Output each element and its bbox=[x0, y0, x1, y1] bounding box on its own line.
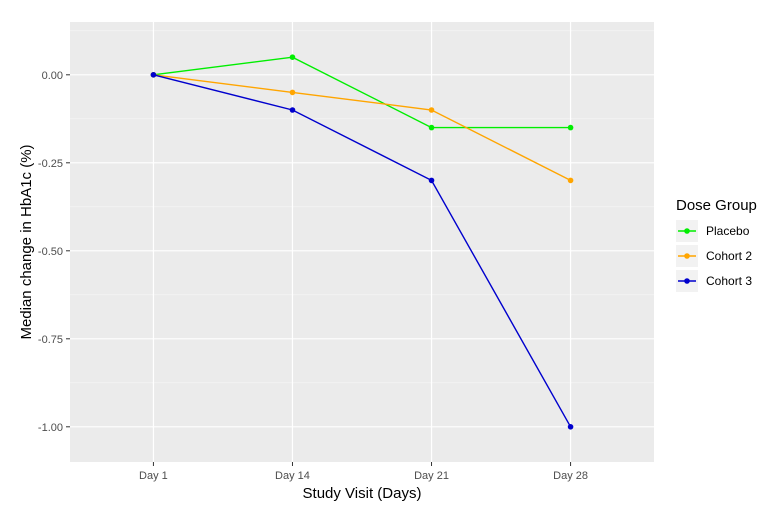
x-tick-label: Day 21 bbox=[414, 470, 449, 482]
y-tick-label: -1.00 bbox=[38, 422, 63, 434]
plot-panel bbox=[70, 22, 654, 462]
grid-major bbox=[70, 22, 654, 462]
legend: Dose Group Placebo Cohort 2 Cohort 3 bbox=[676, 197, 757, 292]
x-axis-title: Study Visit (Days) bbox=[303, 485, 422, 502]
legend-key-point-cohort-3 bbox=[684, 278, 690, 284]
data-point-placebo bbox=[289, 54, 296, 60]
series-line-cohort-2 bbox=[153, 74, 571, 182]
y-axis-title: Median change in HbA1c (%) bbox=[18, 144, 35, 339]
x-tick-label: Day 1 bbox=[139, 470, 168, 482]
data-point-cohort-2 bbox=[428, 107, 435, 113]
y-tick-label: 0.00 bbox=[42, 70, 63, 82]
x-tick-label: Day 14 bbox=[275, 470, 310, 482]
data-point-cohort-3 bbox=[289, 107, 296, 113]
data-point-cohort-2 bbox=[567, 177, 574, 184]
data-point-placebo bbox=[567, 124, 574, 131]
data-point-cohort-3 bbox=[428, 177, 435, 184]
x-axis-ticks: Day 1 Day 14 Day 21 Day 28 bbox=[139, 462, 588, 482]
legend-key-point-cohort-2 bbox=[684, 253, 690, 259]
data-point-cohort-3 bbox=[567, 424, 574, 430]
y-axis-ticks: 0.00 -0.25 -0.50 -0.75 -1.00 bbox=[38, 70, 70, 434]
data-point-cohort-2 bbox=[289, 89, 296, 96]
legend-key-point-placebo bbox=[684, 228, 690, 234]
series-layer bbox=[150, 54, 574, 430]
legend-items: Placebo Cohort 2 Cohort 3 bbox=[676, 220, 752, 292]
grid-minor bbox=[70, 30, 654, 384]
legend-label-cohort-2: Cohort 2 bbox=[706, 249, 752, 263]
y-tick-label: -0.75 bbox=[38, 334, 63, 346]
series-line-placebo bbox=[153, 56, 571, 129]
x-tick-label: Day 28 bbox=[553, 470, 588, 482]
series-line-cohort-3 bbox=[153, 74, 572, 428]
legend-label-placebo: Placebo bbox=[706, 224, 750, 238]
y-tick-label: -0.50 bbox=[38, 246, 63, 258]
data-point-placebo bbox=[428, 124, 435, 131]
y-tick-label: -0.25 bbox=[38, 158, 63, 170]
legend-label-cohort-3: Cohort 3 bbox=[706, 274, 752, 288]
legend-title: Dose Group bbox=[676, 197, 757, 214]
data-point-cohort-3 bbox=[150, 72, 157, 78]
